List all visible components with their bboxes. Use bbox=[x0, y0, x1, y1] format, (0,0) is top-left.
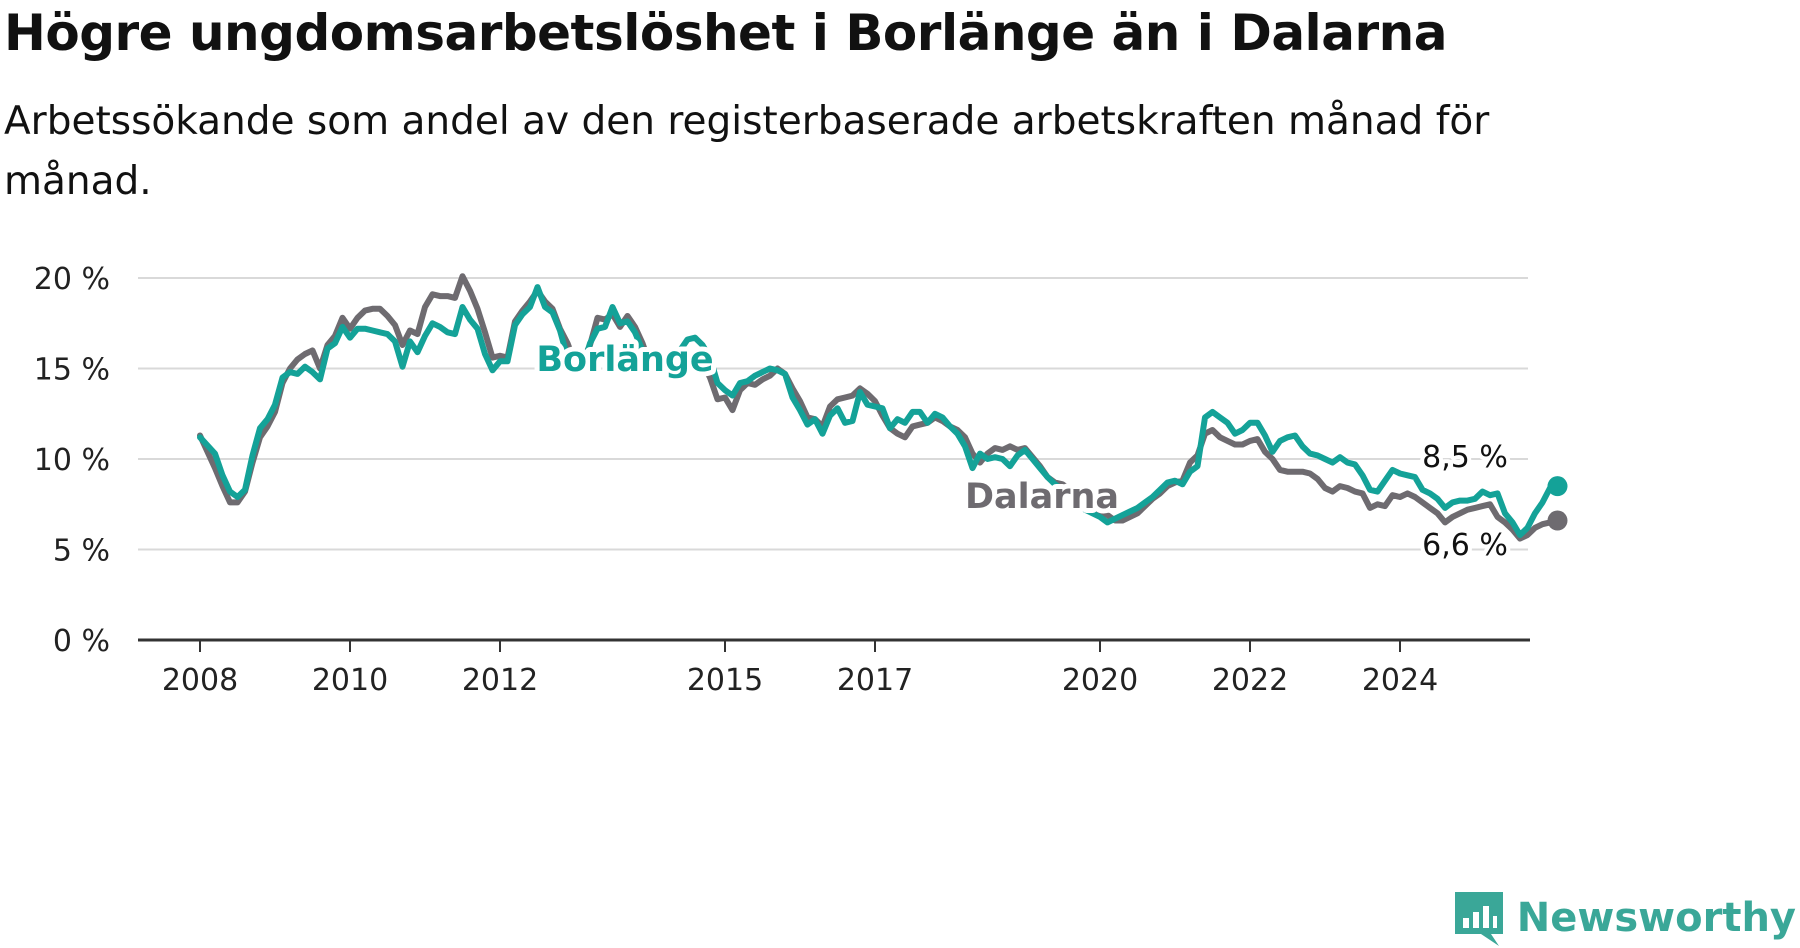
x-tick-label: 2024 bbox=[1362, 663, 1438, 698]
x-axis-ticks: 2008 2010 2012 2015 2017 2020 2022 2024 bbox=[138, 638, 1530, 698]
x-tick-label: 2020 bbox=[1062, 663, 1138, 698]
x-tick-label: 2017 bbox=[837, 663, 913, 698]
x-tick-label: 2022 bbox=[1212, 663, 1288, 698]
grid-lines bbox=[138, 277, 1528, 551]
y-axis-ticks: 0 % 5 % 10 % 15 % 20 % bbox=[34, 262, 110, 659]
series-end-dot bbox=[1547, 476, 1568, 497]
series-name-label: Dalarna bbox=[965, 477, 1119, 517]
x-tick-label: 2010 bbox=[312, 663, 388, 698]
series-end-dot bbox=[1547, 510, 1568, 531]
series-lines bbox=[197, 273, 1568, 542]
newsworthy-logo: Newsworthy bbox=[1451, 888, 1796, 948]
x-tick-label: 2008 bbox=[162, 663, 238, 698]
chart-subtitle: Arbetssökande som andel av den registerb… bbox=[4, 99, 1490, 204]
end-value-label: 8,5 % bbox=[1422, 440, 1508, 475]
line-chart: 0 %5 %10 %15 %20 % 2008 2010 2012 2015 2017 2… bbox=[34, 262, 1568, 698]
y-tick-label: 0 % bbox=[53, 624, 110, 659]
x-tick-label: 2012 bbox=[462, 663, 538, 698]
bar-chart-flag-icon bbox=[1454, 892, 1503, 946]
y-tick-label: 15 % bbox=[34, 353, 110, 388]
chart-title: Högre ungdomsarbetslöshet i Borlänge än … bbox=[4, 4, 1447, 62]
x-tick-label: 2015 bbox=[687, 663, 763, 698]
y-tick-label: 20 % bbox=[34, 262, 110, 297]
series-line-1 bbox=[197, 284, 1561, 538]
y-tick-label: 10 % bbox=[34, 443, 110, 478]
end-value-label: 6,6 % bbox=[1422, 528, 1508, 563]
series-name-label: Borlänge bbox=[536, 340, 713, 380]
series-labels: Dalarna Borlänge 6,6 % 8,5 % bbox=[531, 335, 1512, 567]
brand-name: Newsworthy bbox=[1516, 895, 1796, 941]
y-tick-label: 5 % bbox=[53, 534, 110, 569]
